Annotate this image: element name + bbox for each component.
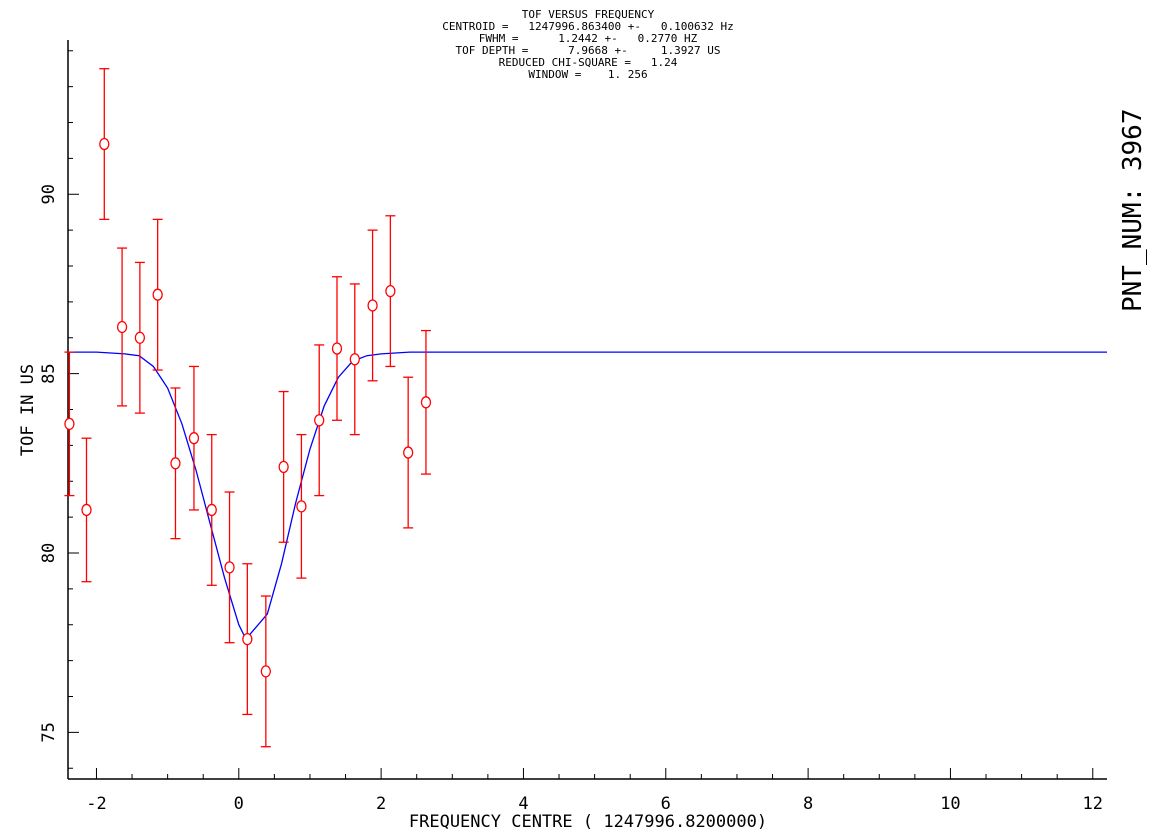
point-marker	[331, 342, 343, 355]
x-tick-label: 6	[661, 794, 671, 814]
x-ticks: -2 0 2 4 6 8 10 12	[86, 768, 1103, 814]
point-marker	[314, 414, 325, 427]
x-tick-label: 10	[940, 794, 960, 814]
point-marker	[278, 460, 289, 474]
point-marker	[99, 137, 110, 151]
point-marker	[260, 665, 271, 678]
data-point	[242, 563, 253, 716]
y-tick-label: 90	[39, 184, 59, 204]
point-marker	[188, 432, 200, 445]
header-line: REDUCED CHI-SQUARE = 1.24	[499, 56, 678, 69]
data-point	[188, 365, 200, 511]
data-point	[314, 344, 325, 497]
x-tick-label: 0	[234, 794, 244, 814]
header-line: FWHM = 1.2442 +- 0.2770 HZ	[479, 32, 698, 45]
data-point	[420, 329, 432, 475]
data-point	[367, 229, 378, 382]
x-axis-label: FREQUENCY CENTRE ( 1247996.8200000)	[409, 812, 767, 832]
data-point	[403, 376, 414, 529]
plot-axes	[67, 40, 1107, 780]
point-marker	[296, 500, 307, 513]
point-marker	[152, 288, 163, 301]
y-tick-label: 80	[39, 543, 59, 563]
x-tick-label: 4	[518, 794, 528, 814]
point-marker	[206, 503, 217, 517]
point-marker	[385, 284, 396, 298]
data-point	[278, 390, 289, 543]
data-point	[385, 215, 396, 368]
data-point	[331, 276, 343, 421]
point-marker	[224, 561, 235, 574]
data-point	[116, 247, 128, 407]
y-axis-label: TOF IN US	[18, 364, 38, 456]
data-point	[206, 433, 217, 586]
point-marker	[134, 331, 146, 344]
point-marker	[64, 417, 75, 430]
data-point	[349, 283, 360, 436]
point-marker	[170, 457, 181, 470]
x-tick-label: -2	[86, 794, 106, 814]
point-marker	[81, 503, 92, 517]
x-tick-label: 12	[1083, 794, 1103, 814]
data-point	[260, 595, 271, 748]
point-marker	[403, 446, 414, 459]
data-point	[99, 68, 110, 221]
data-points-group	[64, 68, 432, 748]
data-point	[296, 433, 307, 579]
header-line: TOF VERSUS FREQUENCY	[522, 8, 655, 21]
point-marker	[420, 396, 432, 409]
data-point	[81, 437, 92, 583]
side-label-group: PNT_NUM: 3967	[1118, 109, 1148, 313]
data-point	[224, 491, 235, 644]
header-line: TOF DEPTH = 7.9668 +- 1.3927 US	[456, 44, 721, 57]
header-line: WINDOW = 1. 256	[528, 68, 647, 81]
fit-curve	[68, 351, 1107, 641]
x-tick-label: 8	[803, 794, 813, 814]
y-tick-label: 75	[39, 722, 59, 742]
x-tick-label: 2	[376, 794, 386, 814]
point-number-label: PNT_NUM: 3967	[1118, 109, 1148, 313]
point-marker	[242, 632, 253, 646]
data-point	[134, 261, 146, 414]
data-point	[64, 351, 75, 497]
point-marker	[367, 299, 378, 312]
point-marker	[116, 320, 128, 334]
y-tick-label: 85	[39, 363, 59, 383]
y-ticks: 75 80 85 90	[39, 50, 79, 769]
fit-curve-group	[68, 351, 1107, 641]
header-line: CENTROID = 1247996.863400 +- 0.100632 Hz	[442, 20, 733, 33]
point-marker	[349, 353, 360, 366]
data-point	[152, 218, 163, 371]
data-point	[170, 387, 181, 540]
